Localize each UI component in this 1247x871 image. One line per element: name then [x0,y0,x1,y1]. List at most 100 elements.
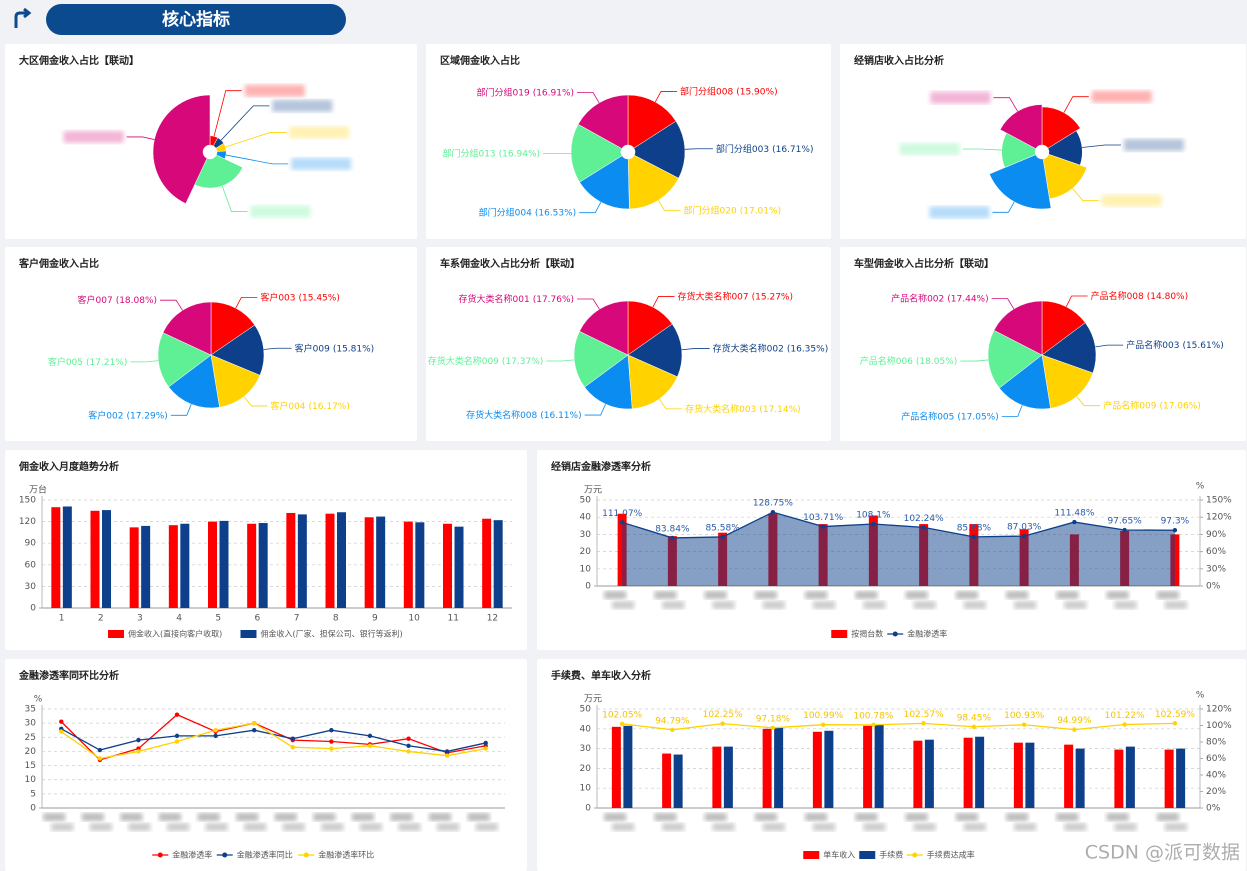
pie-label-name: 存货大类名称007 [677,290,748,302]
blurred-x-label [429,813,452,821]
blurred-x-label [612,601,635,609]
x-tick-label: 7 [294,614,300,624]
bar [975,736,985,808]
data-label: 85.58% [705,523,740,533]
legend-label: 金融渗透率 [172,850,212,860]
pie-label-value: (16.71%) [772,144,813,154]
leader-line [235,297,258,309]
bar [662,753,672,808]
point [252,728,257,733]
y-tick-label: 30 [580,744,592,754]
pie-label: 客户005 (17.21%) [48,355,128,367]
leader-line [221,185,248,212]
chart-title: 大区佣金收入占比【联动】 [19,54,139,67]
leader-line [220,105,270,141]
y-tick-label: 10 [580,784,592,794]
x-tick-label: 8 [333,614,339,624]
x-tick-label: 3 [137,614,143,624]
blurred-x-label [805,813,828,821]
point [406,736,411,741]
pie-label: 存货大类名称007 (15.27%) [677,290,793,302]
pie-label: 客户007 (18.08%) [78,294,158,306]
x-tick-label: 9 [372,614,378,624]
line [622,722,1175,731]
point [1172,528,1178,533]
point [1021,722,1027,727]
legend-swatch [108,630,124,638]
pie-label: 部门分组013 (16.94%) [442,147,540,159]
pie-label-value: (15.61%) [1182,341,1223,351]
blurred-x-label [43,813,66,821]
leader-line [652,296,675,308]
pie-label-name: 存货大类名称008 [466,409,537,421]
area [622,512,1175,586]
x-tick-label: 5 [215,614,221,624]
pie-label: 存货大类名称002 (16.35%) [713,342,829,354]
leader-line [1076,396,1101,407]
leader-line [579,201,602,214]
pie-label: 客户003 (15.45%) [260,291,340,303]
point [406,743,411,748]
y-tick-label: 15 [25,761,36,771]
watermark: CSDN @派可数据 [1085,842,1240,864]
blurred-x-label [1014,601,1037,609]
pie-label-name: 部门分组013 [442,147,495,159]
data-label: 97.65% [1107,517,1142,527]
leader-line [658,398,683,410]
blurred-label [272,99,333,112]
bar [415,522,425,608]
bar [129,527,139,608]
y-tick-label: 50 [580,496,592,506]
y-tick-label: 80% [1206,738,1226,748]
bar [454,526,464,608]
bar [62,506,72,608]
y-tick-label: 60% [1206,754,1226,764]
pie-label-value: (16.91%) [533,88,574,98]
pie-slice [989,154,1052,210]
pie-label-name: 产品名称002 [891,292,944,304]
bar [376,516,386,608]
pie-label-value: (15.90%) [736,87,777,97]
pie-label: 存货大类名称009 (17.37%) [428,354,544,366]
leader-line [1082,144,1121,148]
point [252,720,257,726]
point [406,749,411,754]
pie-label: 部门分组003 (16.71%) [716,142,814,154]
pie-label: 存货大类名称001 (17.76%) [459,293,575,305]
y-tick-label: 30 [25,582,37,592]
blurred-x-label [955,813,978,821]
leader-line [243,396,268,407]
blurred-x-label [955,591,978,599]
leader-line [991,298,1015,310]
point [720,721,725,726]
pie-label-value: (16.17%) [309,401,350,411]
bar [1013,742,1023,808]
data-label: 100.93% [1004,711,1044,721]
bar [824,730,834,808]
point [670,535,675,541]
back-icon[interactable] [14,7,32,28]
chart-title: 佣金收入月度趋势分析 [18,460,119,473]
y-tick-label: 40 [580,513,592,523]
point [1072,727,1077,732]
blurred-x-label [1156,813,1179,821]
blurred-x-label [604,591,627,599]
point [174,712,180,717]
y-tick-label: 50 [580,705,592,715]
bar [1114,749,1124,808]
point [329,746,334,751]
blurred-label [1123,138,1184,151]
blurred-x-label [612,823,635,831]
bar [673,754,683,808]
blurred-x-label [351,813,374,821]
data-label: 94.99% [1057,716,1092,726]
chart-title: 车型佣金收入占比分析【联动】 [854,257,994,270]
y-tick-label: 35 [25,705,36,715]
data-label: 102.59% [1155,710,1195,720]
blurred-x-label [274,813,297,821]
blurred-x-label [1164,601,1187,609]
bar [443,523,452,608]
blurred-x-label [359,823,382,831]
point [1021,533,1027,539]
